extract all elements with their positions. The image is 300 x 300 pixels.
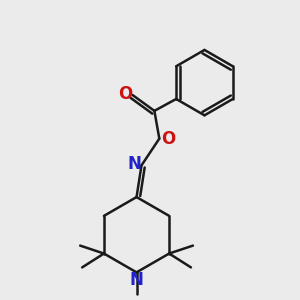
Text: O: O (118, 85, 133, 103)
Text: O: O (161, 130, 176, 148)
Text: N: N (128, 155, 142, 173)
Text: N: N (130, 271, 143, 289)
